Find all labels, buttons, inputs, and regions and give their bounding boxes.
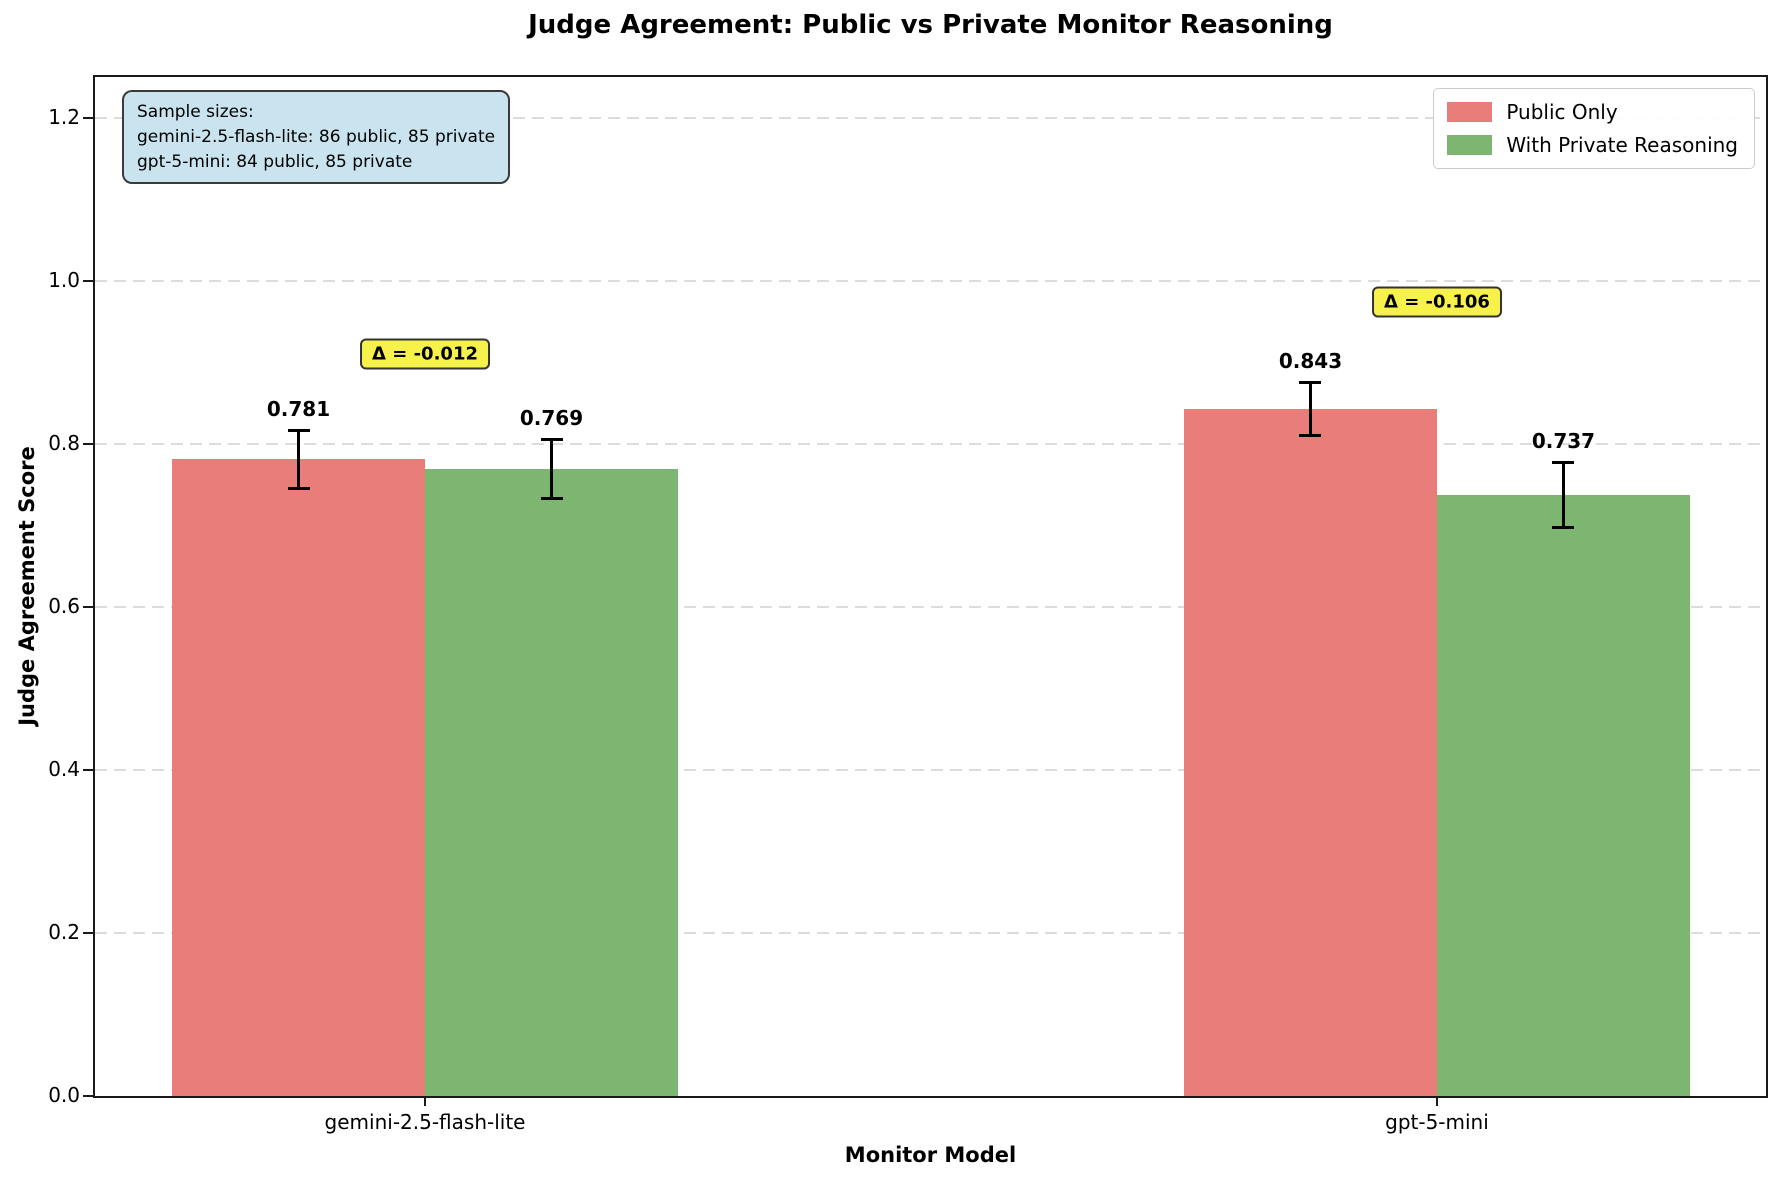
plot-area: Sample sizes: gemini-2.5-flash-lite: 86 … xyxy=(93,75,1768,1098)
legend: Public Only With Private Reasoning xyxy=(1433,88,1755,169)
bar-with-private-reasoning-gpt-5-mini xyxy=(1436,495,1690,1096)
error-bar xyxy=(297,429,301,490)
x-tick-mark xyxy=(1435,1097,1438,1106)
y-tick-label: 0.8 xyxy=(48,430,80,455)
y-axis-label: Judge Agreement Score xyxy=(15,446,39,726)
gridline xyxy=(95,605,1766,608)
y-tick-label: 0.0 xyxy=(48,1083,80,1107)
gridline xyxy=(95,442,1766,445)
delta-annotation: Δ = -0.106 xyxy=(1371,286,1502,318)
bar-public-only-gpt-5-mini xyxy=(1183,408,1437,1096)
error-bar-cap xyxy=(540,438,563,442)
legend-swatch-public-only xyxy=(1447,102,1493,122)
error-bar-cap xyxy=(287,486,310,490)
legend-label: With Private Reasoning xyxy=(1506,133,1738,157)
x-tick-mark xyxy=(424,1097,427,1106)
bar-public-only-gemini-2.5-flash-lite xyxy=(172,459,426,1096)
error-bar-cap xyxy=(1552,460,1575,464)
delta-annotation: Δ = -0.012 xyxy=(360,338,490,370)
gridline xyxy=(95,116,1766,119)
x-axis-label: Monitor Model xyxy=(844,1143,1017,1167)
legend-swatch-with-private-reasoning xyxy=(1447,135,1493,155)
error-bar-cap xyxy=(1552,526,1575,530)
gridline xyxy=(95,279,1766,282)
y-tick-mark xyxy=(83,116,93,119)
legend-label: Public Only xyxy=(1506,100,1618,124)
error-bar xyxy=(1561,460,1565,530)
sample-sizes-line: Sample sizes: xyxy=(137,102,254,122)
y-tick-mark xyxy=(83,931,93,934)
x-tick-label-gpt-5-mini: gpt-5-mini xyxy=(1385,1110,1489,1134)
legend-item-with-private-reasoning: With Private Reasoning xyxy=(1447,133,1738,157)
y-tick-mark xyxy=(83,442,93,445)
y-tick-label: 0.6 xyxy=(48,593,80,618)
error-bar-cap xyxy=(540,497,563,501)
gridline xyxy=(95,768,1766,771)
value-label: 0.781 xyxy=(266,397,331,422)
sample-sizes-line: gemini-2.5-flash-lite: 86 public, 85 pri… xyxy=(137,126,496,147)
error-bar xyxy=(550,438,554,501)
chart-title: Judge Agreement: Public vs Private Monit… xyxy=(528,10,1333,40)
x-tick-label-gemini-2.5-flash-lite: gemini-2.5-flash-lite xyxy=(324,1110,526,1134)
sample-sizes-box: Sample sizes: gemini-2.5-flash-lite: 86 … xyxy=(122,90,511,185)
error-bar-cap xyxy=(1299,381,1322,385)
value-label: 0.843 xyxy=(1278,349,1343,374)
bar-with-private-reasoning-gemini-2.5-flash-lite xyxy=(425,469,678,1096)
error-bar-cap xyxy=(287,429,310,433)
y-tick-mark xyxy=(83,605,93,608)
sample-sizes-line: gpt-5-mini: 84 public, 85 private xyxy=(137,151,413,172)
y-tick-mark xyxy=(83,768,93,771)
legend-item-public-only: Public Only xyxy=(1447,100,1738,124)
value-label: 0.737 xyxy=(1531,428,1596,453)
y-tick-mark xyxy=(83,1095,93,1097)
y-tick-label: 0.2 xyxy=(48,919,80,944)
y-tick-mark xyxy=(83,279,93,282)
y-tick-label: 1.0 xyxy=(48,267,80,292)
value-label: 0.769 xyxy=(519,406,584,431)
error-bar-cap xyxy=(1299,433,1322,437)
error-bar xyxy=(1308,381,1312,437)
y-tick-label: 1.2 xyxy=(48,104,80,129)
gridline xyxy=(95,931,1766,934)
y-tick-label: 0.4 xyxy=(48,756,80,781)
